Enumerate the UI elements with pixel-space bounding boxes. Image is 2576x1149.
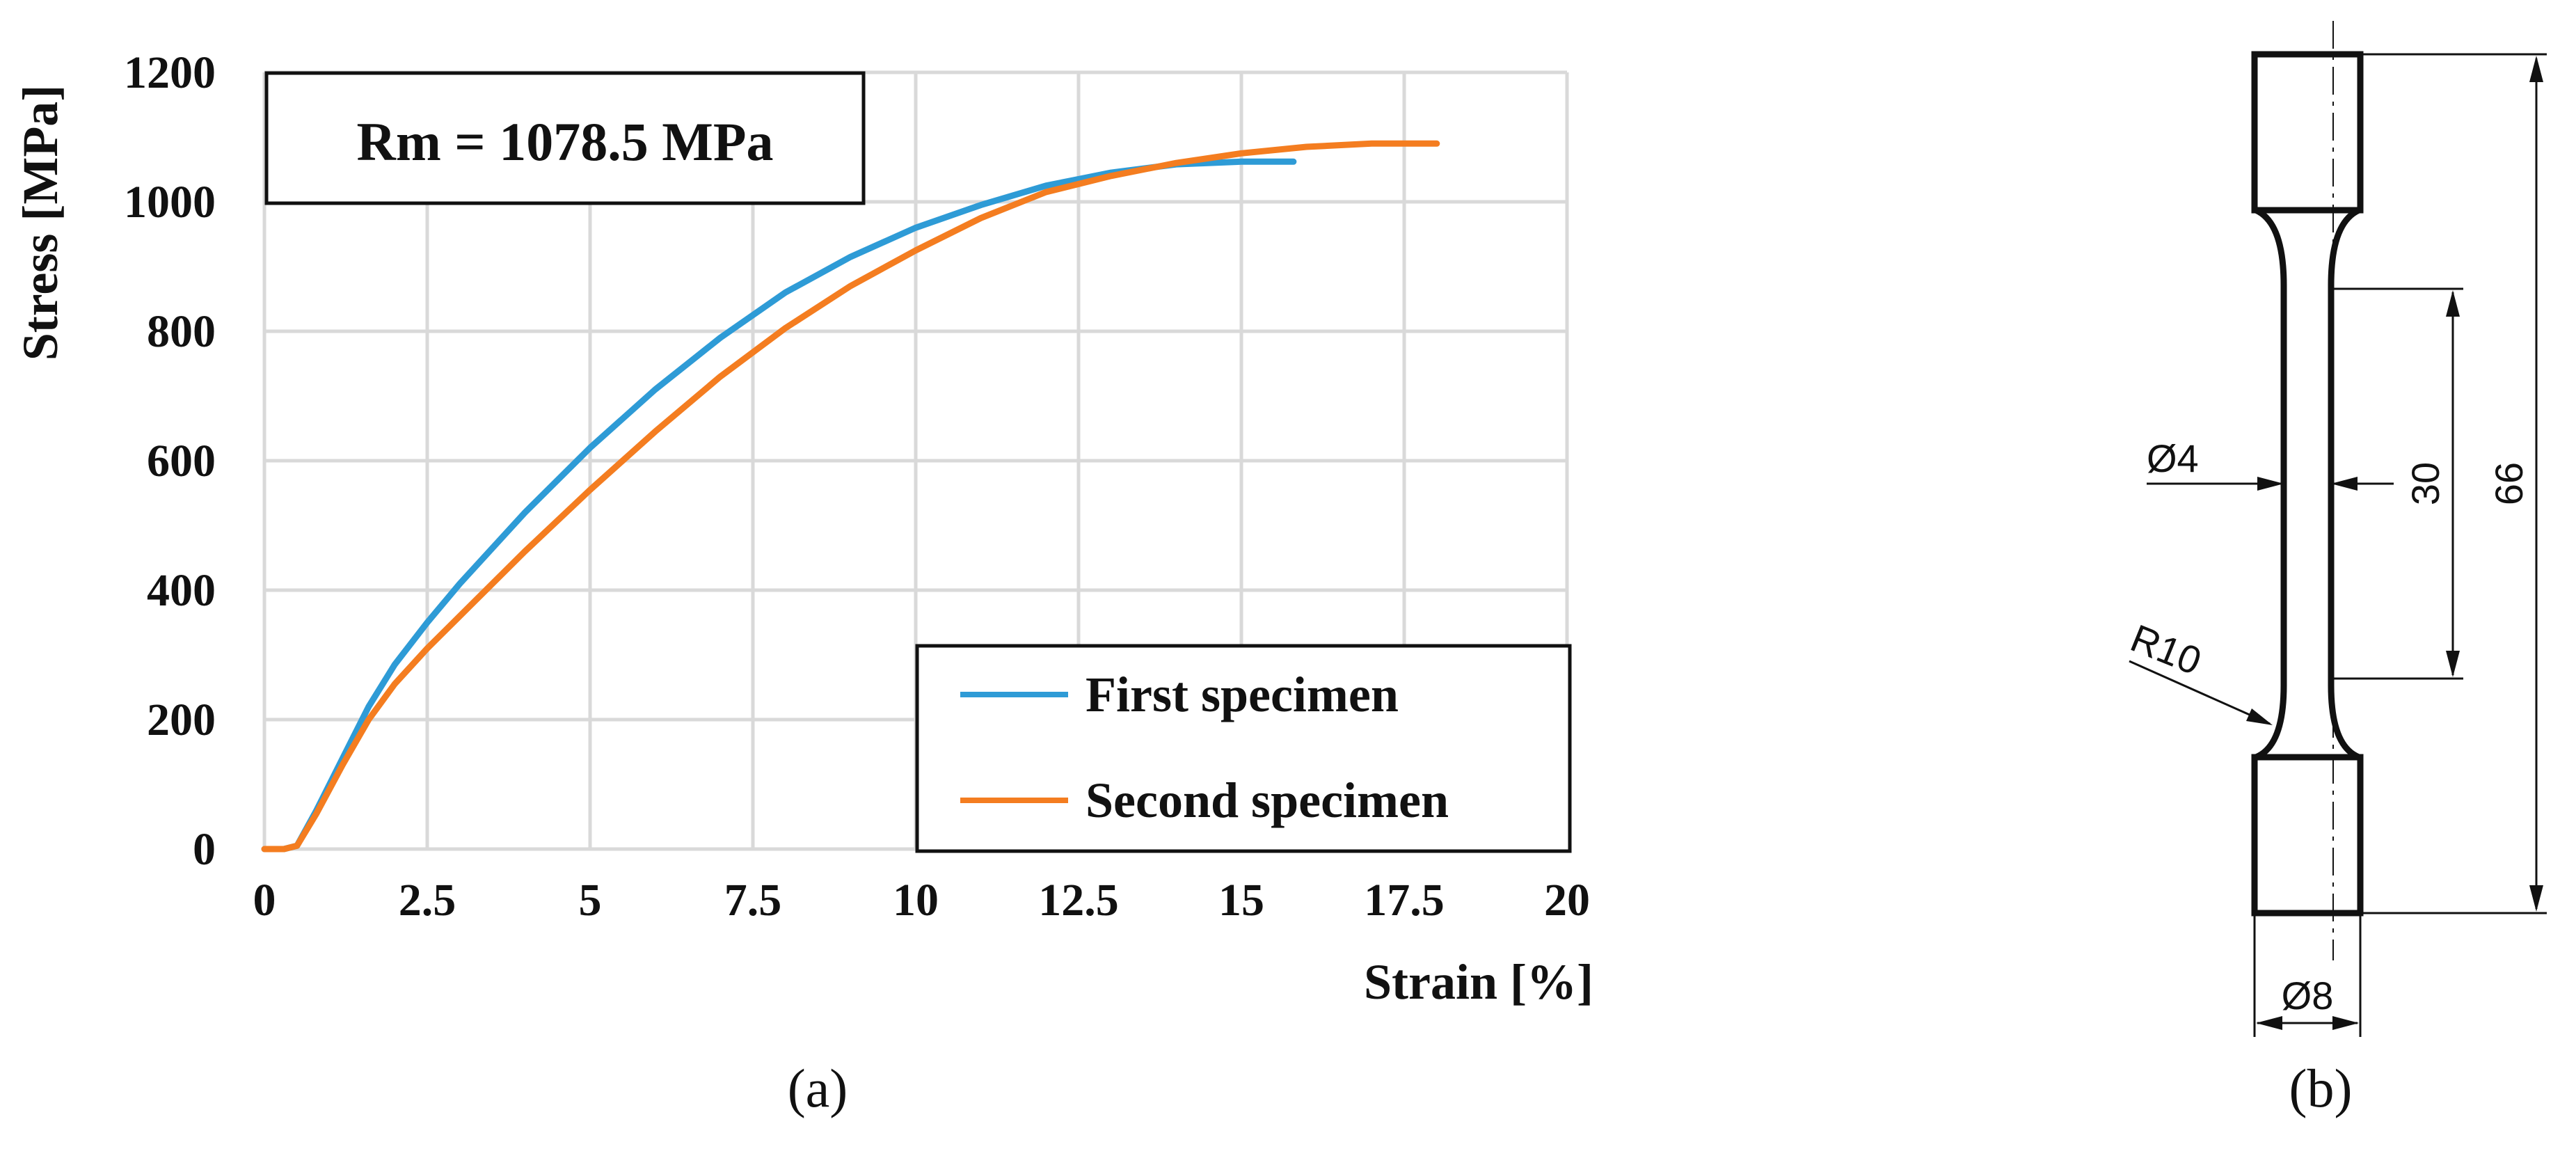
y-tick-label: 1000 <box>124 177 216 228</box>
rm-annotation-box <box>264 71 866 205</box>
series-line-second-specimen <box>261 140 1440 853</box>
bottom-grip <box>2251 754 2364 917</box>
panel-label-b: (b) <box>2289 1058 2353 1118</box>
y-axis-title: Stress [MPa] <box>13 85 68 361</box>
x-axis-title: Strain [%] <box>1364 954 1593 1010</box>
x-tick-label: 12.5 <box>1038 875 1119 926</box>
dim-r10-leader <box>2129 660 2271 725</box>
y-tick-label: 800 <box>147 306 216 357</box>
stress-strain-chart: 0 2.5 5 7.5 10 12.5 15 17.5 20020040060080010001… <box>13 47 1593 1010</box>
x-tick-label: 20 <box>1544 875 1590 926</box>
x-tick-label: 5 <box>579 875 602 926</box>
dim-r10-text: R10 <box>2125 616 2208 683</box>
panel-label-a: (a) <box>788 1058 848 1118</box>
dim-66-arrow-bottom <box>2529 885 2543 912</box>
x-tick-label: 15 <box>1218 875 1264 926</box>
specimen-drawing <box>2129 21 2547 1037</box>
dim-d4-arrow-left <box>2257 477 2284 491</box>
dim-30-arrow-top <box>2446 290 2460 317</box>
dim-d8-arrow-right <box>2332 1016 2359 1030</box>
dim-d8-arrow-left <box>2256 1016 2282 1030</box>
x-tick-label: 2.5 <box>399 875 456 926</box>
rm-annotation-text: Rm = 1078.5 MPa <box>356 111 773 172</box>
x-tick-label: 17.5 <box>1364 875 1445 926</box>
legend-label-first: First specimen <box>1086 667 1399 722</box>
x-tick-label: 7.5 <box>724 875 782 926</box>
dim-30-text: 30 <box>2403 462 2447 505</box>
dim-66-arrow-top <box>2529 56 2543 82</box>
dim-d4-text: Ø4 <box>2147 436 2199 480</box>
top-grip <box>2251 51 2364 214</box>
legend-box <box>915 644 1572 853</box>
dim-66-text: 66 <box>2487 462 2531 505</box>
dim-r10-arrow <box>2246 708 2273 725</box>
y-tick-label: 1200 <box>124 47 216 98</box>
y-tick-label: 0 <box>193 824 216 875</box>
legend: First specimen Second specimen <box>915 644 1572 853</box>
rm-annotation: Rm = 1078.5 MPa <box>264 71 866 205</box>
dim-d4-arrow-right <box>2331 477 2358 491</box>
x-tick-label: 0 <box>253 875 276 926</box>
y-tick-label: 200 <box>147 695 216 745</box>
series-lines <box>261 140 1440 853</box>
x-tick-label: 10 <box>893 875 939 926</box>
y-tick-label: 600 <box>147 436 216 486</box>
dim-d8-text: Ø8 <box>2282 974 2334 1017</box>
y-tick-label: 400 <box>147 565 216 616</box>
dim-30-arrow-bottom <box>2446 651 2460 677</box>
tick-labels: 0 2.5 5 7.5 10 12.5 15 17.5 20020040060080010001… <box>124 47 1590 926</box>
legend-label-second: Second specimen <box>1086 772 1449 828</box>
